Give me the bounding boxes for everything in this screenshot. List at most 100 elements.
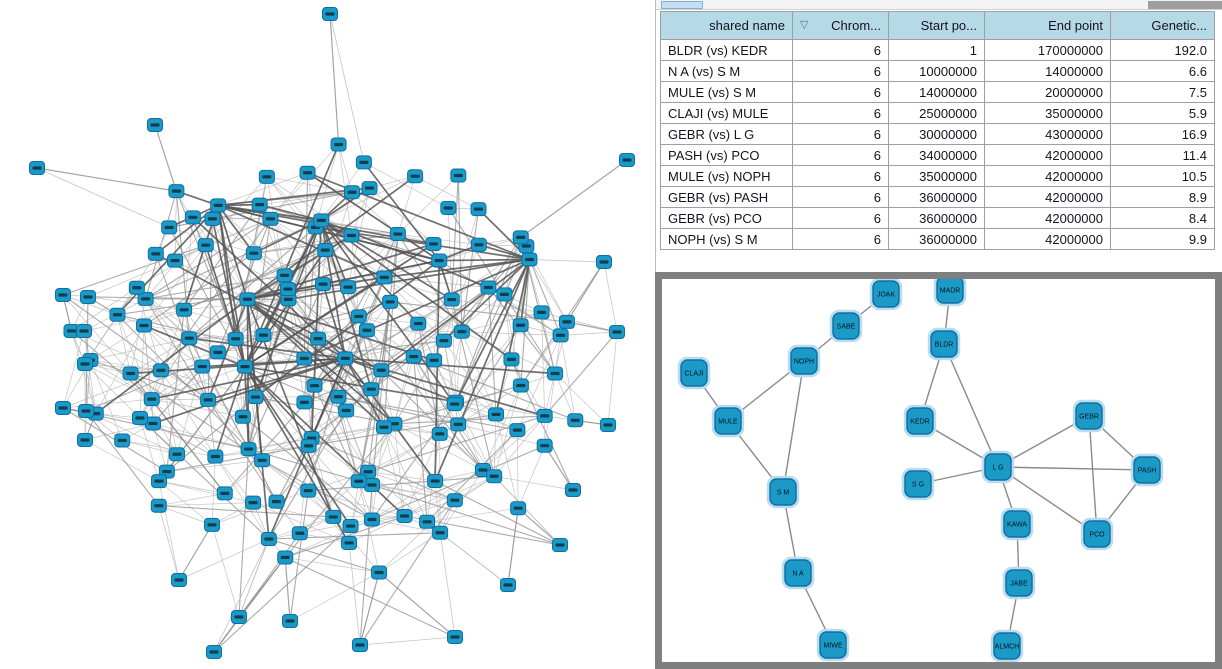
- detail-network-node-MIWE[interactable]: MIWE: [816, 628, 850, 662]
- table-row[interactable]: N A (vs) S M 6 10000000 14000000 6.6: [660, 60, 1215, 82]
- overview-edge: [493, 414, 497, 477]
- overview-edge: [397, 175, 459, 235]
- detail-network-node-PASH[interactable]: PASH: [1130, 453, 1164, 487]
- detail-network-node-ALMCH[interactable]: ALMCH: [990, 629, 1024, 663]
- table-row[interactable]: CLAJI (vs) MULE 6 25000000 35000000 5.9: [660, 102, 1215, 124]
- column-header-label: Chrom...: [831, 18, 881, 33]
- overview-edge: [235, 275, 285, 340]
- filter-icon[interactable]: ▽: [800, 19, 809, 31]
- detail-edge-GEBR-PCO[interactable]: [1088, 415, 1098, 535]
- overview-edge: [62, 294, 131, 374]
- table-cell: GEBR (vs) L G: [660, 123, 793, 145]
- node-label-smudge: [299, 400, 309, 404]
- table-cell: MULE (vs) S M: [660, 81, 793, 103]
- node-label-smudge: [516, 323, 526, 327]
- table-row[interactable]: GEBR (vs) L G 6 30000000 43000000 16.9: [660, 123, 1215, 145]
- node-label-smudge: [367, 483, 377, 487]
- table-horizontal-scrollbar[interactable]: [656, 0, 1222, 10]
- table-row[interactable]: NOPH (vs) S M 6 36000000 42000000 9.9: [660, 228, 1215, 250]
- table-row[interactable]: GEBR (vs) PCO 6 36000000 42000000 8.4: [660, 207, 1215, 229]
- node-label-smudge: [112, 313, 122, 317]
- node-label-smudge: [58, 406, 68, 410]
- overview-edge: [242, 416, 263, 461]
- node-selection-halo: [1080, 517, 1114, 551]
- overview-edge: [451, 299, 542, 313]
- node-label-smudge: [434, 258, 444, 263]
- detail-network-node-SABE[interactable]: SABE: [829, 309, 863, 343]
- detail-network-node-NOPH[interactable]: NOPH: [787, 344, 821, 378]
- detail-edge-BLDR-L G[interactable]: [943, 343, 999, 468]
- scrollbar-thumb[interactable]: [661, 1, 703, 9]
- detail-edge-NOPH-S M[interactable]: [782, 360, 805, 493]
- node-label-smudge: [150, 123, 160, 127]
- overview-network-canvas[interactable]: [0, 0, 655, 669]
- overview-edge: [383, 427, 405, 517]
- overview-edge: [519, 259, 531, 326]
- overview-edge: [158, 502, 254, 507]
- detail-network-node-GEBR[interactable]: GEBR: [1072, 399, 1106, 433]
- detail-network-node-PCO[interactable]: PCO: [1080, 517, 1114, 551]
- detail-edge-L G-PASH[interactable]: [997, 466, 1148, 471]
- overview-edge: [152, 423, 168, 472]
- table-cell: 43000000: [984, 123, 1111, 145]
- overview-edge: [451, 209, 479, 300]
- overview-edge: [214, 366, 246, 457]
- overview-edge: [211, 524, 240, 618]
- detail-network-node-JOAK[interactable]: JOAK: [869, 277, 903, 311]
- detail-network-node-S G[interactable]: S G: [901, 467, 935, 501]
- node-label-smudge: [347, 190, 357, 194]
- table-row[interactable]: GEBR (vs) PASH 6 36000000 42000000 8.9: [660, 186, 1215, 208]
- node-label-smudge: [83, 295, 93, 299]
- overview-edge: [151, 398, 216, 457]
- detail-network-node-S M[interactable]: S M: [766, 475, 800, 509]
- overview-edge: [247, 259, 440, 301]
- detail-network-node-CLAJI[interactable]: CLAJI: [677, 356, 711, 390]
- table-row[interactable]: MULE (vs) NOPH 6 35000000 42000000 10.5: [660, 165, 1215, 187]
- overview-edge: [371, 484, 561, 546]
- node-label-smudge: [603, 423, 613, 427]
- overview-edge: [244, 249, 326, 368]
- node-label-smudge: [67, 329, 77, 333]
- table-cell: 9.9: [1110, 228, 1215, 250]
- detail-network-node-KEDR[interactable]: KEDR: [903, 404, 937, 438]
- detail-network-node-KAWA[interactable]: KAWA: [1000, 507, 1034, 541]
- overview-edge: [504, 237, 522, 295]
- node-label-smudge: [521, 244, 531, 248]
- table-cell: PASH (vs) PCO: [660, 144, 793, 166]
- table-row[interactable]: BLDR (vs) KEDR 6 1 170000000 192.0: [660, 39, 1215, 61]
- table-cell: 34000000: [888, 144, 985, 166]
- column-header-end-point[interactable]: End point: [984, 11, 1111, 40]
- overview-edge: [288, 299, 305, 403]
- node-label-smudge: [365, 186, 375, 190]
- node-label-smudge: [474, 243, 484, 247]
- node-label-smudge: [126, 371, 136, 376]
- overview-edge: [246, 298, 372, 390]
- overview-edge: [348, 515, 405, 544]
- overview-edge: [347, 243, 434, 288]
- detail-network-node-MULE[interactable]: MULE: [711, 404, 745, 438]
- column-header-start-po---[interactable]: Start po...: [888, 11, 985, 40]
- column-header-shared-name[interactable]: shared name: [660, 11, 793, 40]
- overview-edge: [266, 176, 353, 193]
- table-row[interactable]: MULE (vs) S M 6 14000000 20000000 7.5: [660, 81, 1215, 103]
- detail-network-node-JABE[interactable]: JABE: [1002, 566, 1036, 600]
- overview-edge: [62, 330, 85, 409]
- overview-edge: [238, 538, 270, 618]
- detail-network-node-MADR[interactable]: MADR: [933, 273, 967, 307]
- detail-network-node-N A[interactable]: N A: [781, 556, 815, 590]
- detail-edge-L G-PCO[interactable]: [997, 466, 1098, 535]
- node-label-smudge: [220, 491, 230, 495]
- edge-table-panel: shared name ▽ Chrom... Start po... End point…: [655, 0, 1222, 272]
- column-header-genetic---[interactable]: Genetic...: [1110, 11, 1215, 40]
- detail-network-node-BLDR[interactable]: BLDR: [927, 327, 961, 361]
- overview-edge: [36, 167, 170, 228]
- column-header-chrom---[interactable]: ▽ Chrom...: [792, 11, 889, 40]
- node-label-smudge: [209, 650, 219, 654]
- overview-edge: [218, 172, 308, 206]
- overview-edge: [160, 370, 216, 457]
- table-row[interactable]: PASH (vs) PCO 6 34000000 42000000 11.4: [660, 144, 1215, 166]
- overview-edge: [188, 226, 316, 339]
- detail-network-node-L G[interactable]: L G: [981, 450, 1015, 484]
- node-label-smudge: [151, 252, 161, 256]
